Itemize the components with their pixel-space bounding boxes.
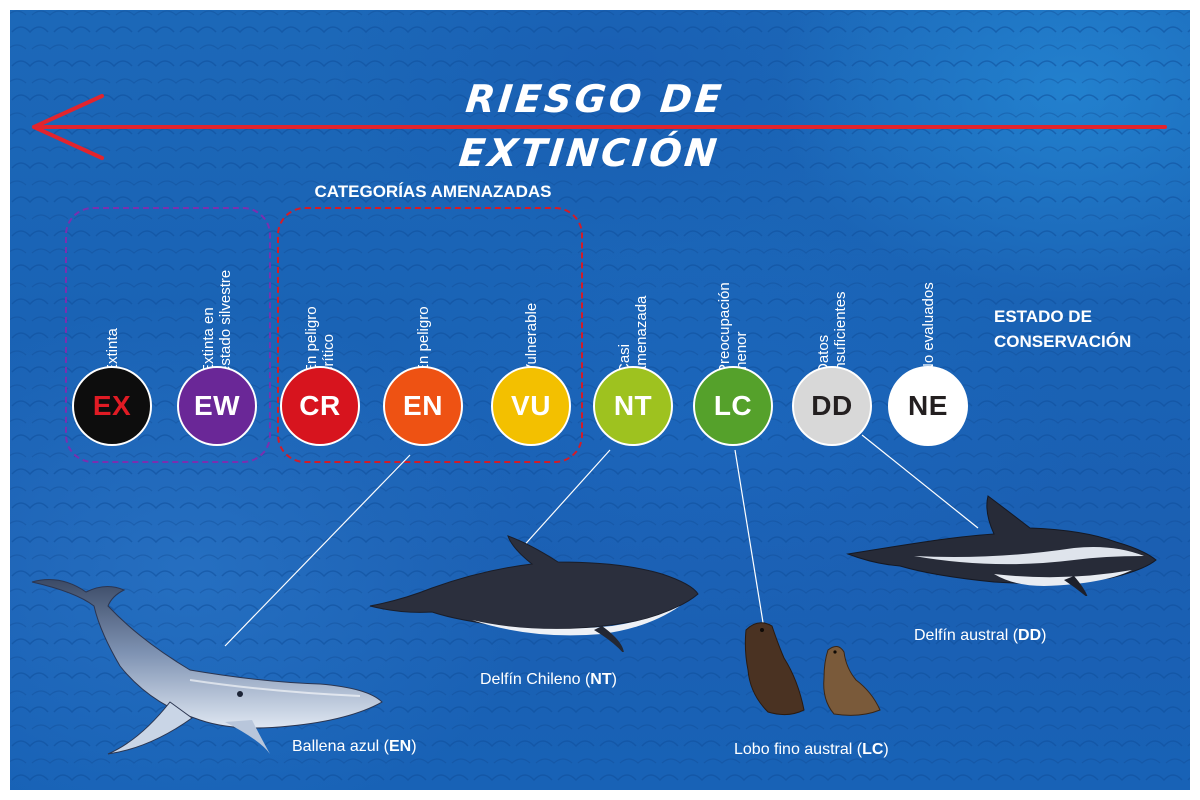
extinction-risk-arrow [32,94,1167,160]
caption-ballena-name: Ballena azul [292,738,380,755]
whale-illustration [31,579,383,755]
caption-delfin-chileno: Delfín Chileno (NT) [480,671,617,688]
extinct-group-box [65,207,271,463]
conservation-status-label: ESTADO DE CONSERVACIÓN [994,304,1174,354]
caption-lobo-fino-name: Lobo fino austral [734,741,853,758]
category-badge-ew: EW [177,366,257,446]
peales-dolphin-illustration [846,495,1157,596]
chilean-dolphin-illustration [369,535,699,652]
category-badge-lc: LC [693,366,773,446]
conservation-status-line-1: ESTADO DE [994,307,1092,326]
leader-line-delfin-austral [861,434,979,529]
leader-line-ballena [224,454,411,647]
category-badge-ex: EX [72,366,152,446]
category-badge-nt: NT [593,366,673,446]
caption-delfin-chileno-name: Delfín Chileno [480,671,581,688]
category-badge-en: EN [383,366,463,446]
caption-lobo-fino-category: LC [862,741,884,758]
conservation-status-line-2: CONSERVACIÓN [994,332,1132,351]
category-badge-cr: CR [280,366,360,446]
caption-delfin-austral-category: DD [1018,627,1042,644]
caption-delfin-austral: Delfín austral (DD) [914,627,1047,644]
category-badge-dd: DD [792,366,872,446]
caption-ballena: Ballena azul (EN) [292,738,417,755]
ocean-background: RIESGO DE EXTINCIÓN CATEGORÍAS AMENAZADA… [10,10,1190,790]
fur-seal-illustration [744,622,881,716]
category-badge-vu: VU [491,366,571,446]
caption-ballena-category: EN [388,738,412,755]
threatened-categories-label: CATEGORÍAS AMENAZADAS [314,182,552,201]
leader-line-delfin-chileno [519,449,611,551]
threatened-group-box [277,207,583,463]
caption-lobo-fino: Lobo fino austral (LC) [734,741,889,758]
caption-delfin-chileno-category: NT [590,671,612,688]
caption-delfin-austral-name: Delfín austral [914,627,1009,644]
animal-leader-lines [224,434,979,679]
category-badge-ne: NE [888,366,968,446]
